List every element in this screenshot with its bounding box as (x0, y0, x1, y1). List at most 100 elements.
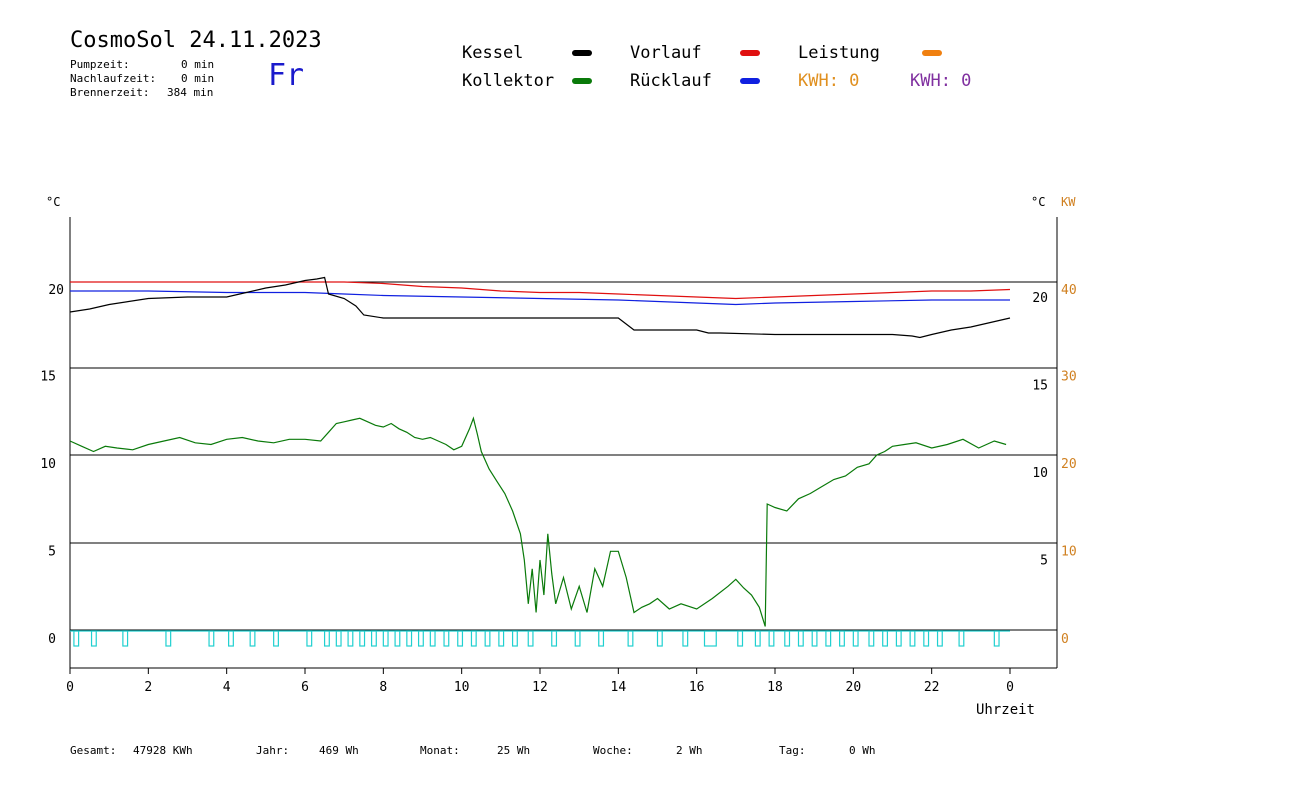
pump-marker (323, 630, 330, 647)
footer-tag-label: Tag: (779, 744, 806, 757)
page-title: CosmoSol 24.11.2023 (70, 28, 322, 53)
left-unit-label: °C (46, 195, 60, 209)
brenner-time-label: Brennerzeit: (70, 86, 150, 99)
pump-marker (784, 630, 791, 647)
kw-unit-label: KW (1061, 195, 1076, 209)
pump-marker (598, 630, 605, 647)
chart-axes (69, 217, 1058, 674)
pump-marker (208, 630, 215, 647)
nachlauf-time-label: Nachlaufzeit: (70, 72, 157, 85)
x-tick-label: 8 (379, 680, 387, 695)
pump-marker (498, 630, 505, 647)
pump-marker (382, 630, 389, 647)
pump-marker (993, 630, 1000, 647)
x-tick-label: 20 (846, 680, 862, 695)
y-tick-label-kw: 10 (1061, 545, 1077, 560)
pump-marker (429, 630, 436, 647)
footer-tag-value: 0 Wh (849, 744, 876, 757)
pump-marker (165, 630, 172, 647)
legend-kwh-leistung: KWH: 0 (798, 71, 860, 91)
pump-marker (703, 630, 717, 647)
x-tick-label: 14 (611, 680, 627, 695)
pump-marker (417, 630, 424, 647)
pump-marker (359, 630, 366, 647)
pump-marker (551, 630, 558, 647)
legend-vorlauf-label: Vorlauf (630, 43, 702, 63)
pump-marker (754, 630, 761, 647)
y-tick-label-right-upper: 20 (1032, 291, 1048, 306)
legend-kessel-swatch (572, 50, 592, 56)
footer-woche-label: Woche: (593, 744, 633, 757)
legend-ruecklauf-swatch (740, 78, 760, 84)
y-tick-label-left: 5 (48, 545, 56, 560)
series-line-kollektor (69, 416, 1007, 627)
pump-marker (627, 630, 634, 647)
pump-marker (273, 630, 279, 647)
pump-time-value: 0 min (181, 58, 215, 71)
y-tick-label-right: 10 (1032, 466, 1048, 481)
pump-marker (335, 630, 342, 647)
footer-gesamt-label: Gesamt: (70, 744, 117, 757)
y-tick-label-left: 0 (48, 632, 56, 647)
series-line-vorlauf (70, 281, 1011, 300)
nachlauf-time-value: 0 min (181, 72, 215, 85)
y-tick-label-kw-upper: 40 (1061, 283, 1077, 298)
legend-kollektor-swatch (572, 78, 592, 84)
footer-monat-label: Monat: (420, 744, 460, 757)
x-tick-label: 10 (454, 680, 470, 695)
x-tick-label: 18 (767, 680, 783, 695)
y-tick-label-kw: 0 (1061, 632, 1069, 647)
pump-marker (909, 630, 916, 647)
pump-time-label: Pumpzeit: (70, 58, 130, 71)
pump-marker (443, 630, 450, 647)
legend-kollektor-label: Kollektor (462, 71, 555, 91)
pump-marker (852, 630, 859, 647)
pump-marker (406, 630, 413, 647)
x-tick-label: 4 (223, 680, 231, 695)
x-tick-label: 16 (689, 680, 705, 695)
y-tick-label-kw: 30 (1061, 370, 1077, 385)
chart-labels: 0 2 4 6 8 10 12 14 16 18 20 22 0 Uhrzeit °C °C KW 0 5 10 15 5… (40, 195, 1076, 718)
pump-marker (797, 630, 804, 647)
pump-marker (90, 630, 97, 647)
pump-marker (511, 630, 518, 647)
y-tick-label-right: 15 (1032, 379, 1048, 394)
pump-marker (958, 630, 965, 647)
x-tick-label: 12 (532, 680, 548, 695)
x-axis-title: Uhrzeit (976, 702, 1035, 718)
y-tick-label-right: 5 (1040, 554, 1048, 569)
footer-woche-value: 2 Wh (676, 744, 703, 757)
pump-marker (682, 630, 689, 647)
brenner-time-value: 384 min (167, 86, 214, 99)
x-tick-label: 22 (924, 680, 940, 695)
pump-marker (825, 630, 832, 647)
right-unit-label: °C (1031, 195, 1045, 209)
legend-ruecklauf-label: Rücklauf (630, 71, 712, 91)
x-tick-label: 0 (1006, 680, 1014, 695)
pump-marker (228, 630, 234, 647)
pump-marker (574, 630, 581, 647)
pump-marker (484, 630, 491, 647)
pump-marker (306, 630, 313, 647)
pump-marker (347, 630, 354, 647)
pump-marker (122, 630, 129, 647)
chart-grid (70, 281, 1057, 631)
pump-marker (394, 630, 401, 647)
series-line-ruecklauf (70, 290, 1010, 306)
pump-marker (457, 630, 464, 647)
pump-marker (527, 630, 534, 647)
y-tick-label-left: 15 (40, 370, 56, 385)
pump-marker (868, 630, 875, 647)
chart-marks (69, 276, 1011, 647)
footer-jahr-value: 469 Wh (319, 744, 359, 757)
pump-marker (249, 630, 256, 647)
y-tick-label-left-upper: 20 (48, 283, 64, 298)
pump-marker (73, 630, 80, 647)
pump-marker (895, 630, 902, 647)
legend-kessel-label: Kessel (462, 43, 524, 63)
series-line-kessel (69, 276, 1011, 339)
legend-vorlauf-swatch (740, 50, 760, 56)
footer-jahr-label: Jahr: (256, 744, 290, 757)
pump-marker (470, 630, 477, 647)
